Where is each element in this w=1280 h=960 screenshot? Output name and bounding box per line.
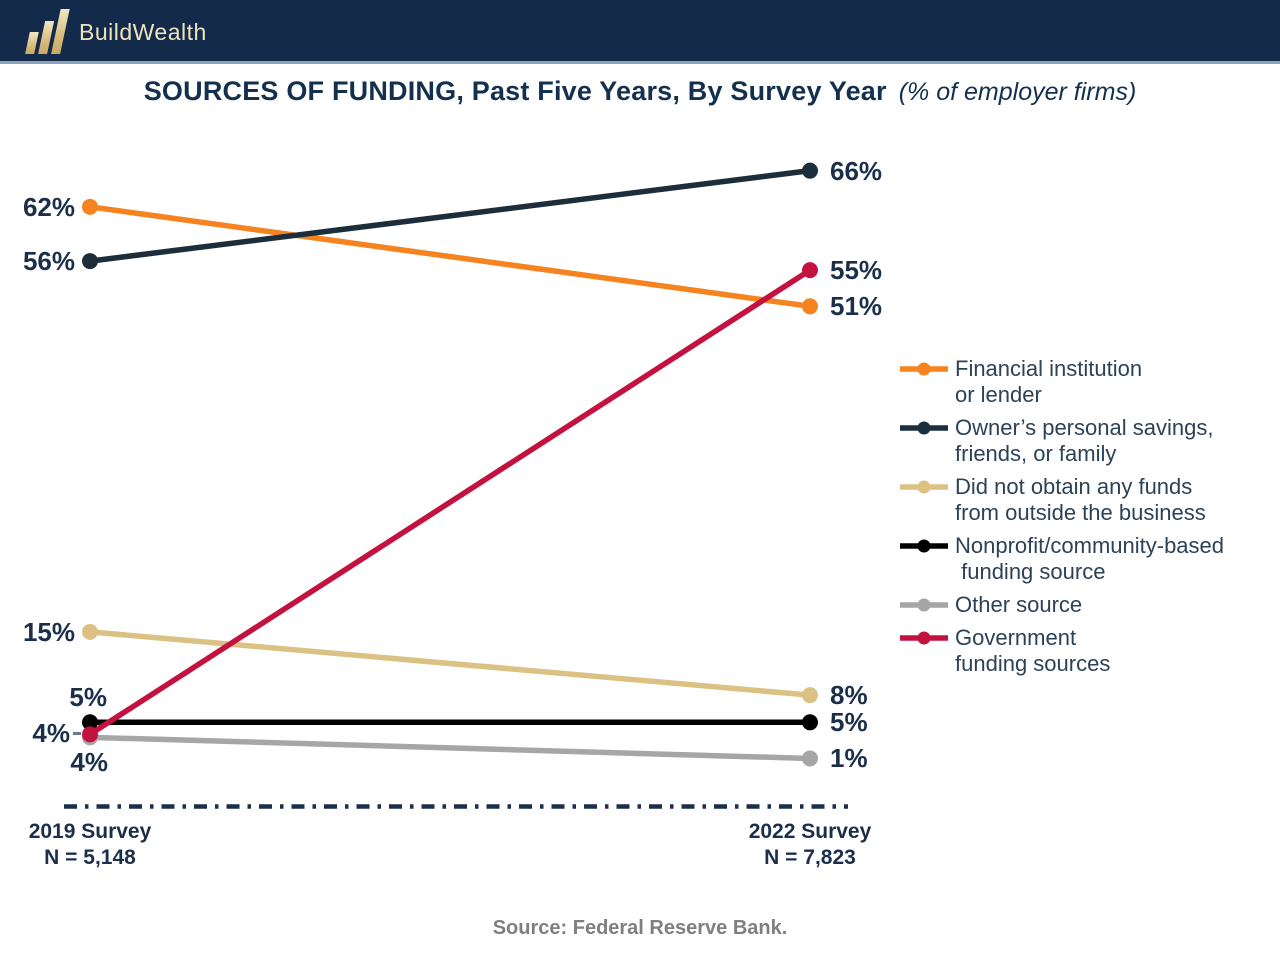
series-line-owners bbox=[89, 167, 811, 264]
chart-title-row: SOURCES OF FUNDING, Past Five Years, By … bbox=[0, 76, 1280, 107]
series-other bbox=[82, 729, 818, 767]
series-dot-nonprofit-end bbox=[802, 714, 818, 731]
category-sublabel: N = 5,148 bbox=[44, 846, 136, 869]
value-label-other-start: 4% bbox=[70, 747, 108, 777]
series-nonprofit bbox=[82, 714, 818, 731]
value-label-nonprofit-start: 5% bbox=[69, 682, 107, 712]
legend-label: Other source bbox=[955, 592, 1083, 617]
value-label-government-end: 55% bbox=[830, 255, 883, 286]
series-dot-financial-start bbox=[82, 198, 98, 215]
series-line-other bbox=[89, 734, 811, 762]
other-legend-swatch-icon bbox=[900, 598, 948, 612]
legend-label: Government funding sources bbox=[955, 625, 1111, 676]
value-label-government-start: 4% bbox=[32, 718, 70, 748]
legend-item-other: Other source bbox=[898, 592, 1270, 618]
series-line-didnot bbox=[89, 629, 811, 698]
value-label-didnot-start: 15% bbox=[22, 616, 75, 647]
value-label-other-end: 1% bbox=[830, 743, 868, 774]
legend-item-owners: Owner’s personal savings, friends, or fam… bbox=[898, 415, 1270, 467]
value-label-nonprofit-end: 5% bbox=[830, 707, 868, 738]
chart-title: SOURCES OF FUNDING, Past Five Years, By … bbox=[143, 76, 887, 106]
series-line-government bbox=[88, 267, 812, 737]
didnot-legend-swatch-icon bbox=[900, 480, 948, 494]
category-sublabel: N = 7,823 bbox=[764, 846, 856, 869]
series-dot-owners-end bbox=[802, 162, 818, 179]
value-label-financial-end: 51% bbox=[830, 291, 883, 322]
nonprofit-legend-swatch-icon bbox=[900, 539, 948, 553]
value-label-financial-start: 62% bbox=[22, 191, 75, 222]
government-legend-swatch-icon bbox=[900, 631, 948, 645]
legend-label: Financial institution or lender bbox=[955, 356, 1143, 407]
series-didnot bbox=[82, 623, 818, 704]
series-dot-financial-end bbox=[802, 298, 818, 315]
series-government bbox=[82, 262, 818, 743]
category-label: 2022 Survey bbox=[748, 820, 872, 843]
series-dot-government-start bbox=[82, 726, 98, 743]
legend-item-nonprofit: Nonprofit/community-based funding source bbox=[898, 533, 1270, 585]
legend-item-financial: Financial institution or lender bbox=[898, 356, 1270, 408]
chart-subtitle: (% of employer firms) bbox=[898, 78, 1137, 106]
legend-label: Nonprofit/community-based funding source bbox=[955, 533, 1225, 584]
brand-logo: BuildWealth bbox=[25, 8, 207, 54]
value-label-didnot-end: 8% bbox=[830, 680, 868, 711]
source-note: Source: Federal Reserve Bank. bbox=[492, 917, 788, 939]
series-dot-nonprofit-start bbox=[82, 714, 98, 731]
value-label-owners-end: 66% bbox=[830, 155, 883, 186]
brand-name: BuildWealth bbox=[79, 18, 207, 45]
axis-category-2022: 2022 Survey N = 7,823 bbox=[749, 819, 872, 871]
series-line-financial bbox=[89, 204, 811, 310]
legend: Financial institution or lender Owner’s pe… bbox=[898, 356, 1270, 684]
value-label-owners-start: 56% bbox=[22, 246, 75, 277]
legend-item-government: Government funding sources bbox=[898, 625, 1270, 677]
header-bar: BuildWealth bbox=[0, 0, 1280, 64]
legend-label: Did not obtain any funds from outside the… bbox=[955, 474, 1206, 525]
owners-legend-swatch-icon bbox=[900, 421, 948, 435]
series-dot-didnot-start bbox=[82, 623, 98, 640]
series-dot-other-end bbox=[802, 750, 818, 767]
series-dot-owners-start bbox=[82, 253, 98, 270]
axis-category-2019: 2019 Survey N = 5,148 bbox=[29, 819, 152, 871]
series-financial bbox=[82, 198, 818, 315]
series-owners bbox=[82, 162, 818, 270]
financial-legend-swatch-icon bbox=[900, 362, 948, 376]
legend-item-didnot: Did not obtain any funds from outside the… bbox=[898, 474, 1270, 526]
series-dot-didnot-end bbox=[802, 687, 818, 704]
category-label: 2019 Survey bbox=[28, 820, 152, 843]
legend-label: Owner’s personal savings, friends, or fam… bbox=[955, 415, 1214, 466]
series-dot-government-end bbox=[802, 262, 818, 279]
